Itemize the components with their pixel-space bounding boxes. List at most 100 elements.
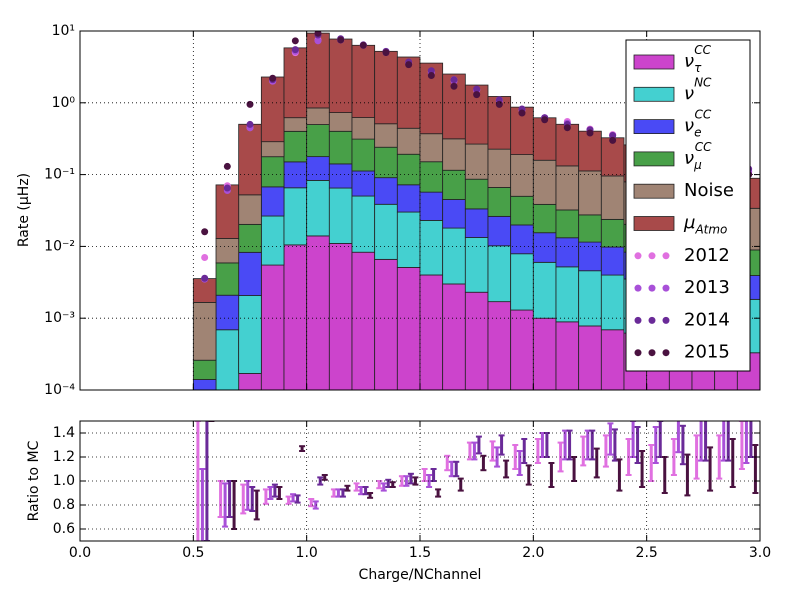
hist-bar [464,237,489,293]
hist-bar [215,262,240,296]
legend-marker [662,316,670,324]
hist-bar [600,246,625,276]
hist-bar [192,379,217,390]
hist-bar [283,117,308,132]
hist-bar [487,301,512,390]
hist-bar [374,146,398,179]
hist-bar [260,264,285,390]
legend-label: 2014 [684,309,730,330]
data-point [246,120,254,128]
hist-bar [283,130,308,163]
hist-bar [351,195,376,253]
hist-bar [419,220,444,276]
hist-bar [260,76,285,143]
hist-bar [578,241,602,272]
hist-bar [192,301,217,361]
x-tick-label: 1.5 [409,545,431,561]
hist-bar [555,266,580,323]
hist-bar [328,38,353,113]
data-point [473,91,481,99]
hist-bar [600,218,625,248]
hist-bar [328,243,353,390]
hist-bar [442,227,466,285]
y-tick-label: 0.8 [53,497,75,513]
hist-bar [283,187,308,246]
legend-swatch [633,151,675,167]
legend-marker [634,349,642,357]
hist-bar [306,107,330,125]
hist-bar [487,245,512,303]
legend-marker [662,284,670,292]
hist-bar [487,215,512,247]
hist-bar [510,224,534,255]
hist-bar [351,44,376,118]
data-point [450,82,458,90]
legend-label: 2015 [684,342,730,363]
hist-bar [510,195,534,226]
x-tick-label: 3.0 [749,545,771,561]
data-point [518,109,526,117]
hist-bar [419,274,444,390]
legend-label: 2012 [684,245,730,266]
hist-bar [374,177,398,205]
hist-bar [464,143,489,180]
y-tick-label: 10¹ [52,23,75,39]
hist-bar [351,138,376,172]
data-point [201,228,209,236]
legend-swatch [633,54,675,70]
data-point [223,162,231,170]
hist-bar [464,291,489,390]
hist-bar [396,153,421,186]
hist-bar [419,191,444,221]
legend-label: ντCC [684,43,712,75]
hist-bar [578,325,602,390]
hist-bar [306,32,330,109]
hist-bar [532,317,557,390]
legend-label: μAtmo [683,213,727,237]
data-point [427,67,435,75]
hist-bar [578,270,602,327]
hist-bar [215,294,240,331]
x-tick-label: 2.0 [522,545,544,561]
hist-bar [283,244,308,390]
hist-bar [442,283,466,390]
hist-bar [555,321,580,390]
data-point [291,37,299,45]
legend-label: νμCC [684,139,712,171]
hist-bar [328,187,353,244]
data-point [427,72,435,80]
hist-bar [238,194,262,225]
data-point [314,31,322,37]
hist-bar [600,329,625,390]
legend-marker [634,284,642,292]
legend-marker [662,349,670,357]
legend-marker [648,252,656,260]
hist-bar [510,253,534,311]
legend-label: νeCC [684,107,712,139]
hist-bar [306,180,330,237]
hist-bar [238,295,262,374]
legend-marker [634,252,642,260]
x-tick-label: 0.5 [182,545,204,561]
data-point [223,184,231,192]
data-point [314,37,322,45]
data-point [473,85,481,93]
hist-bar [442,169,466,200]
hist-bar [555,165,580,211]
data-point [450,76,458,84]
hist-bar [578,130,602,172]
data-point [291,46,299,54]
y-tick-label: 10⁻² [44,238,75,254]
hist-bar [374,50,398,125]
legend-label: 2013 [684,277,730,298]
legend-marker [648,349,656,357]
hist-bar [396,266,421,390]
data-point [337,36,345,44]
legend-marker [648,316,656,324]
data-point [201,254,209,262]
hist-bar [555,237,580,268]
hist-bar [510,309,534,390]
hist-bar [192,359,217,380]
hist-bar [464,178,489,210]
data-point [609,136,617,144]
